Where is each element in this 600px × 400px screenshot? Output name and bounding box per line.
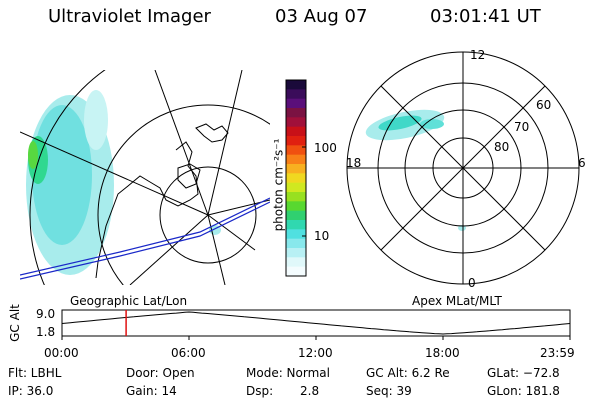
timeline-plot bbox=[61, 309, 571, 340]
colorbar-segment bbox=[286, 257, 306, 268]
timeline-ytick-high: 9.0 bbox=[36, 307, 56, 321]
colorbar-segment bbox=[286, 154, 306, 165]
colorbar-tick-100: 100 bbox=[314, 141, 337, 155]
geographic-map bbox=[20, 70, 270, 285]
timeline-ylabel: GC Alt bbox=[7, 304, 22, 342]
status-ip: IP: 36.0 bbox=[8, 384, 54, 398]
timeline-ytick-low: 1.8 bbox=[36, 325, 56, 339]
status-dsp-value: 2.8 bbox=[300, 384, 320, 398]
colorbar-segment bbox=[286, 201, 306, 212]
colorbar-segment bbox=[286, 238, 306, 249]
colorbar-segment bbox=[286, 136, 306, 146]
status-dsp-label: Dsp: bbox=[246, 384, 274, 398]
status-gcalt: GC Alt: 6.2 Re bbox=[366, 366, 450, 380]
timeline-xtick-1: 06:00 bbox=[171, 346, 206, 360]
colorbar-segment bbox=[286, 117, 306, 128]
mlat-label-70: 70 bbox=[514, 120, 530, 134]
latitude-circles bbox=[29, 70, 270, 285]
colorbar-segment bbox=[286, 80, 306, 90]
polar-plot bbox=[346, 51, 580, 285]
colorbar-segment bbox=[286, 173, 306, 184]
colorbar-segment bbox=[286, 182, 306, 193]
instrument-title: Ultraviolet Imager bbox=[48, 6, 211, 27]
colorbar-segment bbox=[286, 89, 306, 100]
timeline-xtick-4: 23:59 bbox=[540, 346, 575, 360]
status-mode: Mode: Normal bbox=[246, 366, 330, 380]
colorbar-segment bbox=[286, 220, 306, 230]
status-glon: GLon: 181.8 bbox=[487, 384, 560, 398]
meridians bbox=[20, 70, 270, 285]
auroral-emission-left bbox=[26, 90, 221, 275]
geographic-map-label: Geographic Lat/Lon bbox=[70, 294, 188, 308]
mlt-label-18: 18 bbox=[346, 156, 362, 170]
coastline bbox=[95, 123, 229, 279]
timeline-xtick-0: 00:00 bbox=[44, 346, 79, 360]
observation-time: 03:01:41 UT bbox=[430, 6, 541, 27]
orbit-altitude-curve bbox=[61, 311, 571, 335]
colorbar bbox=[285, 79, 307, 277]
mlt-diagonal-2 bbox=[380, 85, 546, 251]
colorbar-unit-label: photon cm⁻²s⁻¹ bbox=[271, 138, 286, 232]
status-seq: Seq: 39 bbox=[366, 384, 412, 398]
mlt-label-0: 0 bbox=[468, 276, 476, 290]
status-door: Door: Open bbox=[126, 366, 195, 380]
colorbar-segment bbox=[286, 248, 306, 258]
colorbar-segment bbox=[286, 210, 306, 221]
mlt-label-6: 6 bbox=[578, 156, 586, 170]
timeline-xtick-3: 18:00 bbox=[425, 346, 460, 360]
colorbar-segment bbox=[286, 145, 306, 156]
mlat-label-80: 80 bbox=[494, 140, 510, 154]
colorbar-segment bbox=[286, 126, 306, 137]
auroral-emission-right bbox=[365, 109, 466, 231]
mlat-label-60: 60 bbox=[536, 98, 552, 112]
status-flt: Flt: LBHL bbox=[8, 366, 62, 380]
colorbar-segment bbox=[286, 229, 306, 240]
colorbar-tick-10: 10 bbox=[314, 229, 330, 243]
status-glat: GLat: −72.8 bbox=[487, 366, 560, 380]
colorbar-segment bbox=[286, 164, 306, 174]
colorbar-segment bbox=[286, 108, 306, 118]
apex-map-label: Apex MLat/MLT bbox=[412, 294, 502, 308]
timeline-xticks bbox=[61, 336, 571, 340]
colorbar-segment bbox=[286, 192, 306, 202]
colorbar-segment bbox=[286, 266, 306, 277]
timeline-xtick-2: 12:00 bbox=[298, 346, 333, 360]
colorbar-frame bbox=[285, 79, 307, 277]
colorbar-segment bbox=[286, 98, 306, 109]
observation-date: 03 Aug 07 bbox=[275, 6, 368, 27]
satellite-track bbox=[20, 197, 270, 276]
mlt-label-12: 12 bbox=[470, 48, 486, 62]
status-gain: Gain: 14 bbox=[126, 384, 177, 398]
